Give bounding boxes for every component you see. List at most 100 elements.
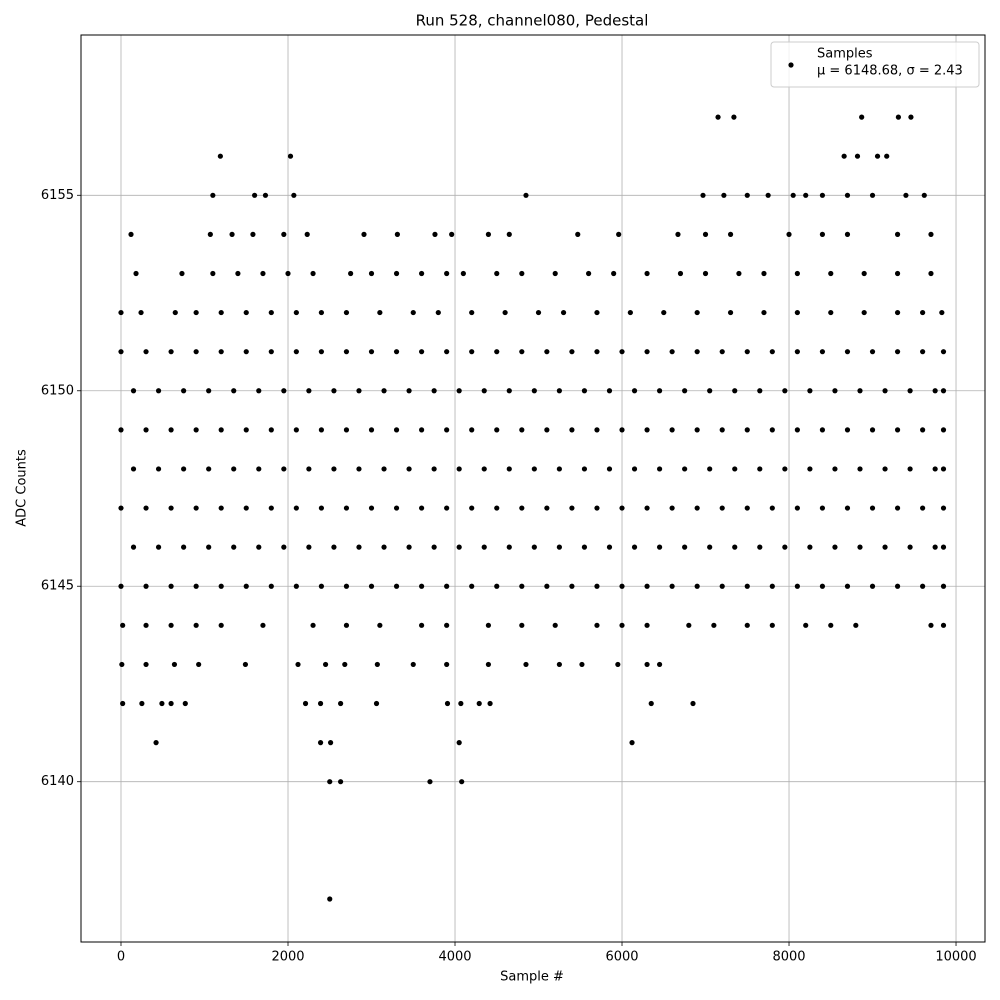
point [619, 349, 625, 355]
point [182, 700, 188, 707]
point [782, 388, 788, 394]
point [523, 661, 529, 668]
legend-stats: μ = 6148.68, σ = 2.43 [817, 64, 963, 79]
point [519, 583, 525, 589]
point [374, 661, 380, 668]
point [343, 427, 350, 433]
point [304, 231, 310, 237]
point [794, 349, 800, 355]
point [819, 505, 826, 511]
point [419, 505, 425, 511]
point [460, 270, 466, 277]
point [940, 349, 947, 355]
point [356, 388, 362, 394]
point [940, 388, 947, 394]
point [356, 544, 362, 550]
x-tick-label: 0 [117, 950, 125, 965]
point [669, 583, 675, 589]
point [118, 309, 124, 316]
point [575, 231, 581, 237]
point [569, 505, 575, 511]
point [393, 583, 400, 589]
point [293, 505, 299, 511]
point [828, 309, 834, 316]
point [193, 349, 199, 355]
point [256, 388, 262, 394]
x-tick-label: 6000 [605, 950, 638, 965]
point [894, 231, 901, 237]
point [782, 544, 788, 550]
point [669, 427, 675, 433]
point [857, 544, 863, 550]
point [155, 466, 162, 472]
point [744, 622, 750, 628]
chart-title: Run 528, channel080, Pedestal [416, 12, 649, 30]
point [719, 583, 725, 589]
point [268, 583, 274, 589]
point [481, 466, 487, 472]
point [431, 466, 437, 472]
point [469, 309, 475, 316]
point [172, 309, 178, 316]
point [907, 466, 913, 472]
point [769, 622, 775, 628]
point [381, 388, 387, 394]
point [857, 466, 863, 472]
point [327, 779, 333, 785]
point [656, 661, 663, 668]
point [656, 388, 663, 394]
point [894, 427, 901, 433]
point [368, 270, 375, 277]
point [485, 231, 492, 237]
point [721, 192, 727, 198]
point [368, 349, 375, 355]
point [719, 349, 725, 355]
point [419, 427, 425, 433]
point [143, 583, 149, 589]
point [456, 466, 462, 472]
point [206, 544, 212, 550]
point [694, 505, 700, 511]
point [432, 231, 438, 237]
point [481, 388, 487, 394]
point [819, 192, 826, 198]
point [690, 700, 696, 707]
point [393, 270, 400, 277]
point [256, 544, 262, 550]
point [828, 270, 834, 277]
point [844, 349, 851, 355]
point [677, 270, 684, 277]
point [243, 583, 249, 589]
point [757, 466, 763, 472]
x-tick-label: 4000 [438, 950, 471, 965]
point [343, 583, 350, 589]
point [206, 388, 212, 394]
point [841, 153, 847, 159]
point [242, 661, 249, 668]
point [619, 427, 625, 433]
point [744, 583, 750, 589]
point [552, 622, 558, 628]
point [268, 505, 274, 511]
point [707, 466, 713, 472]
point [544, 583, 550, 589]
point [669, 349, 675, 355]
point [502, 309, 508, 316]
point [218, 622, 224, 628]
point [159, 700, 165, 707]
point [368, 583, 375, 589]
point [210, 192, 216, 198]
point [907, 544, 913, 550]
point [481, 544, 487, 550]
point [469, 427, 475, 433]
point [702, 231, 709, 237]
point [456, 544, 462, 550]
point [920, 309, 926, 316]
point [794, 427, 800, 433]
point [586, 270, 592, 277]
point [682, 466, 688, 472]
point [939, 309, 945, 316]
point [327, 740, 334, 746]
point [656, 466, 663, 472]
point [523, 192, 529, 198]
